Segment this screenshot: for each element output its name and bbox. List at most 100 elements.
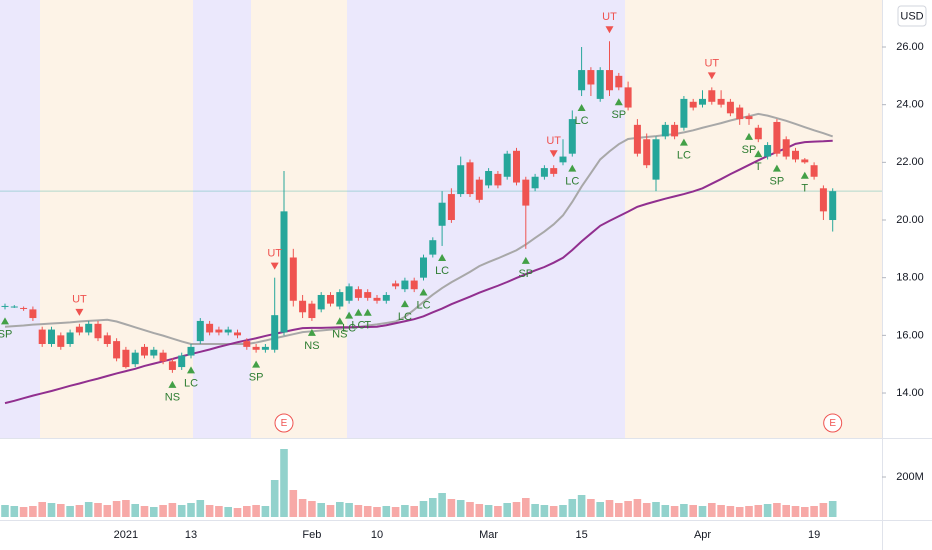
- volume-bar: [624, 501, 632, 517]
- candle-body: [801, 159, 809, 163]
- candle-body: [187, 346, 195, 356]
- volume-bar: [512, 502, 521, 517]
- signal-label: SP: [770, 175, 785, 187]
- volume-bar: [540, 505, 549, 517]
- signal-label: LC: [416, 299, 430, 311]
- candle-body: [624, 87, 632, 108]
- signal-marker: [614, 98, 623, 106]
- signal-label: LC: [342, 323, 356, 335]
- candle-body: [429, 240, 437, 255]
- volume-bar: [326, 505, 335, 517]
- x-tick-label: 19: [808, 529, 820, 541]
- volume-bar: [773, 503, 781, 517]
- candle-body: [159, 352, 167, 362]
- candle-body: [382, 294, 390, 301]
- volume-bar: [615, 503, 623, 517]
- earnings-label: E: [281, 418, 288, 429]
- signal-marker: [187, 366, 195, 374]
- signal-label: NS: [304, 340, 319, 352]
- session-bands: [0, 0, 882, 438]
- volume-bar: [261, 506, 270, 517]
- signal-label: UT: [72, 294, 87, 306]
- candle-body: [438, 202, 446, 226]
- volume-bar: [215, 506, 223, 517]
- volume-bar: [559, 505, 567, 517]
- candle-body: [317, 294, 325, 310]
- candle-body: [494, 173, 502, 186]
- volume-bar: [531, 504, 539, 517]
- signal-marker: [307, 328, 316, 336]
- volume-bar: [270, 480, 279, 517]
- signal-marker: [1, 317, 9, 325]
- signal-label: LC: [398, 311, 412, 323]
- volume-bar: [484, 505, 493, 517]
- volume-bar: [680, 504, 688, 517]
- volume-bar: [131, 504, 139, 517]
- candle-body: [531, 176, 539, 189]
- signal-label: LC: [677, 150, 691, 162]
- x-tick-label: 10: [371, 529, 383, 541]
- candle-body: [699, 98, 706, 105]
- candle-body: [410, 280, 418, 290]
- moving-average: [4, 139, 833, 405]
- volume-bar: [698, 506, 707, 517]
- currency-box[interactable]: [897, 5, 927, 27]
- volume-bar: [810, 506, 818, 517]
- candle-body: [299, 300, 307, 313]
- candle-body: [29, 309, 37, 319]
- signal-marker: [707, 72, 716, 80]
- signal-label: UT: [704, 57, 719, 69]
- candle-body: [736, 107, 744, 120]
- volume-bar: [280, 449, 288, 517]
- x-tick-label: Feb: [302, 529, 321, 541]
- y-tick-label: 26.00: [896, 41, 924, 53]
- signal-label: LC: [351, 320, 365, 332]
- candle-body: [661, 124, 669, 137]
- volume-bar: [587, 499, 595, 517]
- band: [251, 0, 347, 438]
- volume-bar: [438, 493, 446, 517]
- candle-body: [773, 121, 781, 154]
- candle-body: [1, 305, 9, 307]
- volume-bar: [735, 507, 744, 517]
- signal-label: LC: [184, 377, 198, 389]
- candle-body: [792, 150, 799, 160]
- candle-body: [540, 168, 548, 177]
- candle-body: [475, 179, 483, 200]
- volume-bar: [159, 505, 167, 517]
- candle-body: [726, 101, 734, 114]
- signal-marker: [754, 150, 763, 158]
- candle-body: [150, 349, 158, 356]
- x-tick-label: Apr: [694, 529, 711, 541]
- volume-bar: [103, 505, 112, 517]
- volume-bar: [522, 498, 530, 517]
- volume-bar: [122, 500, 130, 517]
- signal-label: SP: [249, 372, 264, 384]
- earnings-label: E: [829, 418, 836, 429]
- volume-bar: [661, 505, 670, 517]
- signal-marker: [679, 138, 688, 146]
- candle-body: [364, 292, 372, 298]
- candle-body: [819, 188, 827, 212]
- volume-bar: [196, 500, 205, 517]
- volume-bar: [336, 502, 344, 517]
- signal-marker: [400, 300, 409, 308]
- volume-bar: [289, 490, 298, 517]
- volume-bar: [66, 506, 74, 517]
- candle-body: [485, 170, 493, 186]
- candle-body: [606, 70, 613, 91]
- candle-body: [141, 346, 148, 356]
- candle-body: [764, 145, 772, 157]
- signal-marker: [438, 253, 447, 261]
- currency[interactable]: USD: [900, 10, 923, 22]
- volume-bar: [252, 505, 260, 517]
- volume-bar: [503, 503, 511, 517]
- signal-marker: [270, 262, 279, 270]
- candle-body: [215, 329, 223, 333]
- candle-body: [271, 315, 279, 350]
- signal-marker: [605, 26, 614, 34]
- candle-body: [196, 320, 204, 342]
- candle-body: [168, 361, 176, 370]
- candle-body: [680, 98, 688, 128]
- signal-label: LC: [575, 115, 589, 127]
